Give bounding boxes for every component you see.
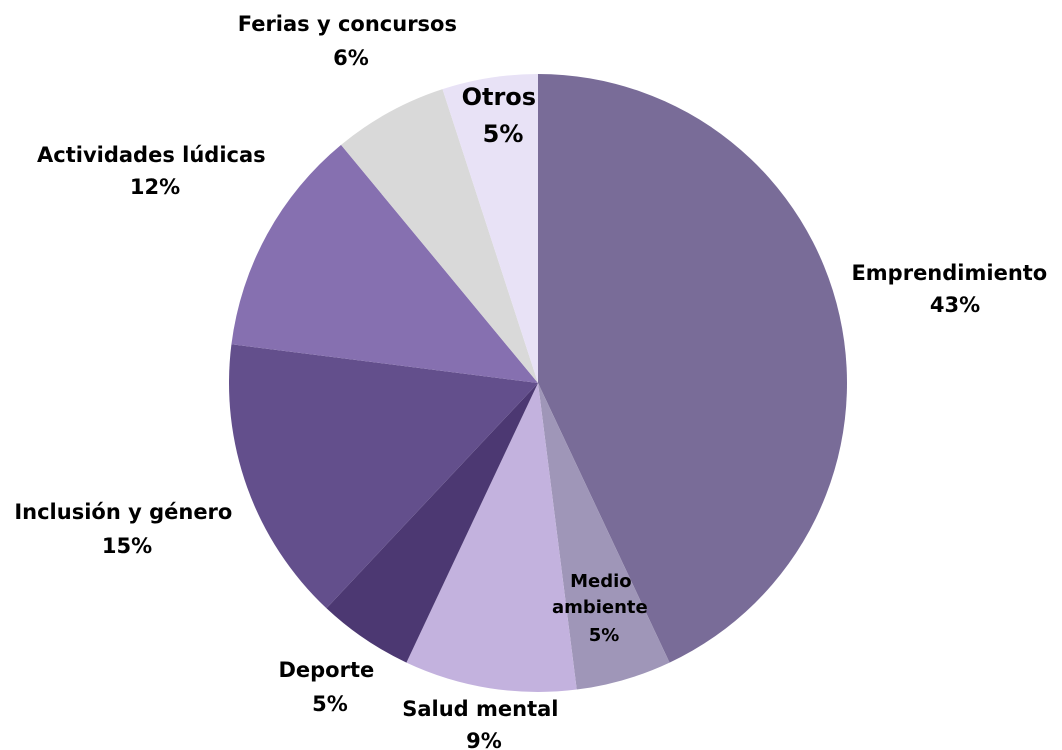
pie-slice-emprendimiento	[538, 74, 848, 663]
label-emprendimiento: Emprendimiento 43%	[851, 261, 1054, 317]
pie-slice-otros	[442, 74, 538, 383]
label-otros: Otros 5%	[462, 83, 545, 148]
label-inclusion-genero: Inclusión y género 15%	[14, 500, 239, 558]
label-medio-ambiente-line2: ambiente	[552, 597, 648, 618]
pie-slice-medio-ambiente	[538, 383, 670, 690]
label-salud-mental: Salud mental 9%	[402, 697, 566, 750]
pie-slice-salud-mental	[406, 383, 577, 692]
label-ferias-concursos: Ferias y concursos 6%	[238, 12, 465, 70]
pie-slice-deporte	[326, 383, 538, 663]
label-medio-ambiente-line1: Medio	[570, 571, 632, 592]
pie-slice-actividades-ludicas	[231, 144, 538, 383]
pie-slice-ferias-y-concursos	[341, 89, 538, 384]
pie-slice-inclusion-y-genero	[229, 344, 538, 609]
label-medio-ambiente: Medio ambiente 5%	[552, 571, 654, 646]
label-deporte: Deporte 5%	[278, 658, 381, 716]
pie-slices	[229, 74, 848, 692]
label-actividades-ludicas: Actividades lúdicas 12%	[37, 143, 273, 199]
